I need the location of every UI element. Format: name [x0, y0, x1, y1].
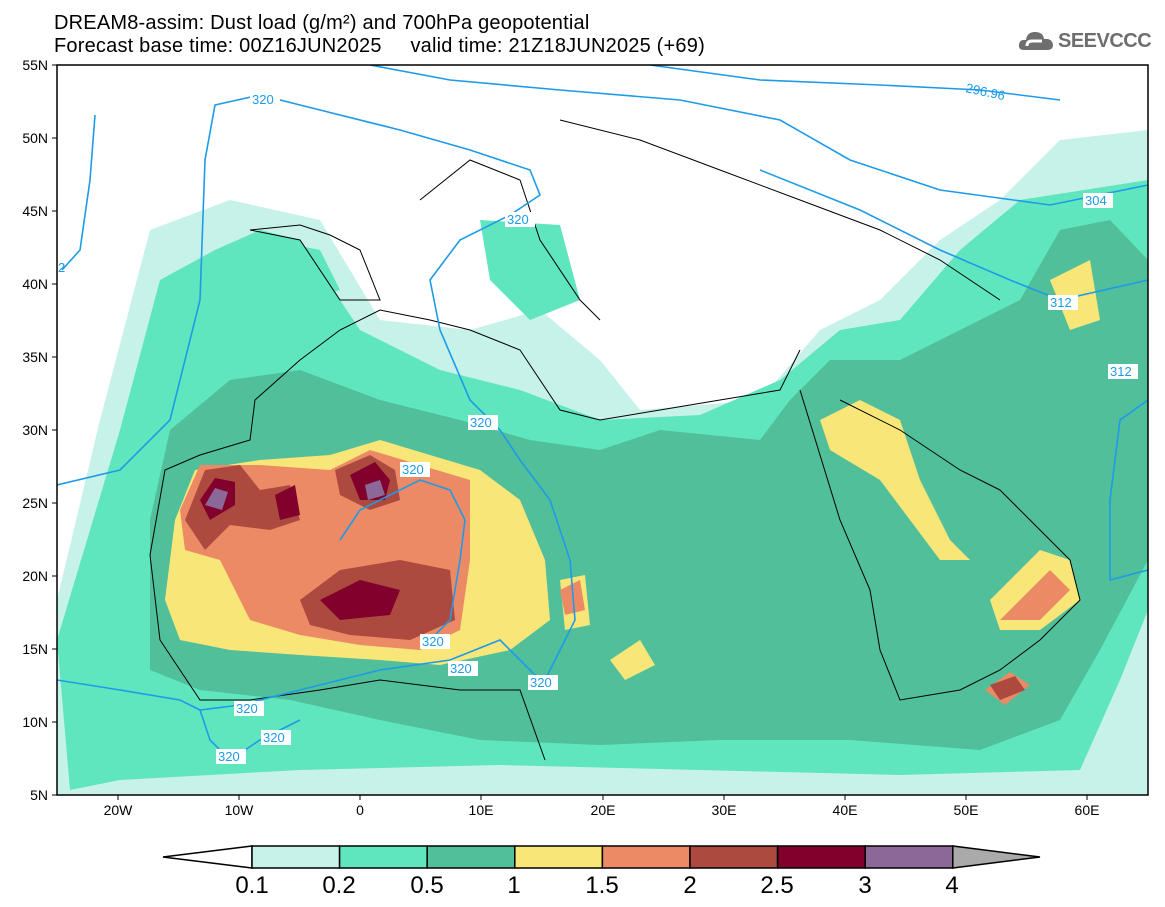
colorbar — [162, 845, 1041, 869]
svg-text:40N: 40N — [22, 276, 48, 292]
forecast-time: Forecast base time: 00Z16JUN2025 valid t… — [54, 35, 705, 57]
svg-text:10W: 10W — [225, 802, 255, 818]
colorbar-tick: 0.1 — [235, 872, 269, 899]
colorbar-swatch — [251, 845, 341, 869]
colorbar-tick: 4 — [945, 872, 959, 899]
svg-text:20W: 20W — [104, 802, 134, 818]
svg-text:320: 320 — [252, 92, 274, 107]
svg-text:15N: 15N — [22, 641, 48, 657]
colorbar-swatch — [338, 845, 428, 869]
svg-text:10N: 10N — [22, 714, 48, 730]
svg-text:320: 320 — [507, 212, 529, 227]
svg-text:320: 320 — [470, 415, 492, 430]
svg-text:312: 312 — [1050, 295, 1072, 310]
svg-text:320: 320 — [402, 462, 424, 477]
svg-text:50E: 50E — [954, 802, 979, 818]
svg-text:320: 320 — [530, 675, 552, 690]
svg-text:45N: 45N — [22, 203, 48, 219]
svg-text:30N: 30N — [22, 422, 48, 438]
colorbar-tick: 2.5 — [760, 872, 794, 899]
svg-text:35N: 35N — [22, 349, 48, 365]
svg-text:2: 2 — [58, 260, 65, 275]
colorbar-over-arrow — [952, 845, 1041, 869]
svg-text:320: 320 — [263, 730, 285, 745]
colorbar-tick: 1.5 — [585, 872, 619, 899]
svg-text:320: 320 — [422, 634, 444, 649]
cloud-icon — [1018, 32, 1053, 50]
colorbar-tick: 2 — [683, 872, 697, 899]
svg-text:20E: 20E — [591, 802, 616, 818]
svg-text:320: 320 — [236, 701, 258, 716]
lon-axis: 20W 10W 0 10E 20E 30E 40E 50E 60E — [104, 795, 1100, 818]
colorbar-swatch — [514, 845, 604, 869]
svg-text:5N: 5N — [30, 787, 48, 803]
svg-text:25N: 25N — [22, 495, 48, 511]
svg-text:55N: 55N — [22, 57, 48, 73]
svg-text:30E: 30E — [712, 802, 737, 818]
svg-text:312: 312 — [1110, 364, 1132, 379]
map-title: DREAM8-assim: Dust load (g/m²) and 700hP… — [54, 12, 590, 34]
colorbar-swatch — [426, 845, 516, 869]
colorbar-tick: 3 — [858, 872, 872, 899]
colorbar-swatch — [689, 845, 779, 869]
svg-text:320: 320 — [218, 749, 240, 764]
seevccc-logo: SEEVCCC — [1018, 28, 1152, 54]
colorbar-tick: 0.5 — [410, 872, 444, 899]
colorbar-under-arrow — [162, 845, 253, 869]
svg-text:50N: 50N — [22, 130, 48, 146]
svg-text:304: 304 — [1085, 193, 1107, 208]
colorbar-swatch — [601, 845, 691, 869]
svg-text:320: 320 — [450, 661, 472, 676]
colorbar-tick: 0.2 — [322, 872, 356, 899]
dust-field: 320 296.96 320 304 312 312 2 320 320 320… — [57, 65, 1148, 795]
colorbar-swatch — [776, 845, 866, 869]
coastlines — [149, 119, 1081, 761]
colorbar-swatch — [864, 845, 954, 869]
svg-text:0: 0 — [356, 802, 364, 818]
lat-axis: 55N 50N 45N 40N 35N 30N 25N 20N 15N 10N … — [22, 57, 57, 803]
logo-text: SEEVCCC — [1058, 29, 1152, 52]
svg-text:40E: 40E — [833, 802, 858, 818]
svg-text:10E: 10E — [469, 802, 494, 818]
svg-text:60E: 60E — [1075, 802, 1100, 818]
svg-text:20N: 20N — [22, 568, 48, 584]
colorbar-tick: 1 — [507, 872, 521, 899]
